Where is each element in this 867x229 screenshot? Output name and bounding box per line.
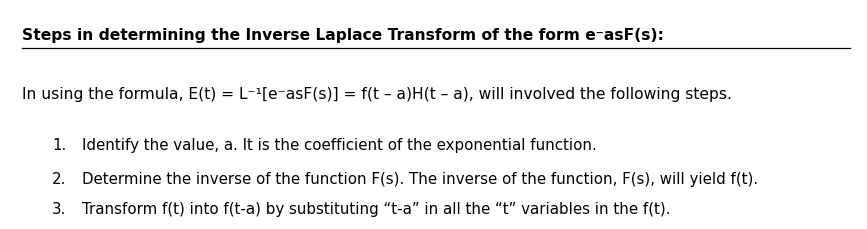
Text: 2.: 2.	[52, 172, 67, 187]
Text: Transform f(t) into f(t-a) by substituting “t-a” in all the “t” variables in the: Transform f(t) into f(t-a) by substituti…	[82, 202, 671, 216]
Text: Steps in determining the Inverse Laplace Transform of the form e⁻asF(s):: Steps in determining the Inverse Laplace…	[22, 27, 663, 42]
Text: 3.: 3.	[52, 202, 66, 216]
Text: 1.: 1.	[52, 137, 66, 152]
Text: Identify the value, a. It is the coefficient of the exponential function.: Identify the value, a. It is the coeffic…	[82, 137, 597, 152]
Text: In using the formula, E(t) = L⁻¹[e⁻asF(s)] = f(t – a)H(t – a), will involved the: In using the formula, E(t) = L⁻¹[e⁻asF(s…	[22, 87, 732, 102]
Text: Determine the inverse of the function F(s). The inverse of the function, F(s), w: Determine the inverse of the function F(…	[82, 172, 759, 187]
